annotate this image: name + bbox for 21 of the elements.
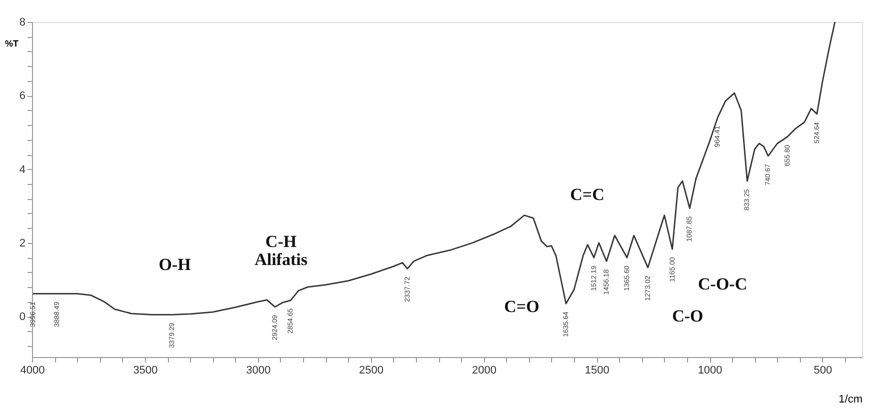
- x-tick-label: 1000: [698, 364, 722, 376]
- annotation: C=O: [504, 296, 540, 316]
- x-tick-label: 4000: [20, 364, 45, 376]
- y-tick-label: 0: [19, 311, 26, 324]
- x-tick-label: 1500: [584, 364, 610, 376]
- y-tick-label: 6: [19, 90, 26, 102]
- annotation: C-H Alifatis: [254, 232, 308, 269]
- annotation: C-O-C: [698, 274, 748, 294]
- y-tick-label: 4: [19, 164, 26, 176]
- annotation: O-H: [158, 255, 191, 274]
- x-tick-label: 500: [814, 364, 832, 376]
- annotation: C=C: [570, 184, 604, 204]
- annotation: C-O: [672, 306, 704, 326]
- y-tick-label: 8: [19, 16, 26, 28]
- x-axis-title: 1/cm: [838, 394, 862, 406]
- x-tick-label: 2000: [472, 364, 496, 376]
- y-tick-label: 2: [19, 237, 26, 250]
- x-tick-label: 3000: [246, 364, 271, 376]
- x-tick-label: 3500: [133, 364, 158, 376]
- x-tick-label: 2500: [359, 364, 384, 376]
- y-axis-title: %T: [5, 38, 19, 48]
